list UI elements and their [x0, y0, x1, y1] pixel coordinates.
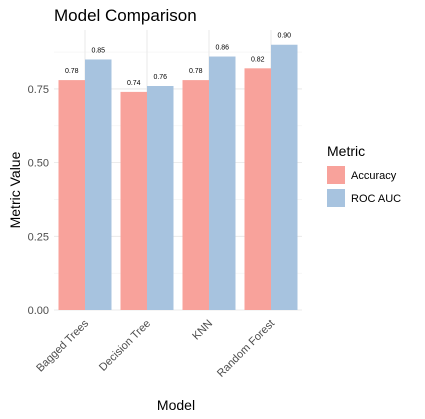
y-axis-ticks: 0.00 0.25 0.50 0.75 [28, 84, 49, 317]
bar-roc-auc-knn [209, 56, 236, 310]
data-label: 0.86 [215, 45, 229, 52]
data-label: 0.90 [277, 33, 291, 40]
y-tick-label: 0.00 [28, 305, 49, 317]
x-tick-label: Random Forest [215, 318, 277, 380]
legend-title: Metric [327, 143, 365, 159]
x-tick-label: Decision Tree [97, 318, 153, 374]
x-axis-title: Model [157, 397, 195, 413]
data-labels: 0.78 0.85 0.74 0.76 0.78 0.86 0.82 0.90 [65, 33, 291, 87]
chart-title: Model Comparison [54, 6, 197, 25]
legend-key-accuracy [327, 166, 345, 184]
legend-key-roc-auc [327, 189, 345, 207]
y-tick-label: 0.25 [28, 231, 49, 243]
bar-accuracy-random-forest [244, 68, 271, 310]
data-label: 0.76 [153, 74, 167, 81]
data-label: 0.85 [91, 47, 105, 54]
data-label: 0.74 [127, 80, 141, 87]
data-label: 0.78 [65, 68, 79, 75]
bar-roc-auc-random-forest [271, 44, 298, 310]
bar-roc-auc-bagged-trees [85, 59, 112, 311]
legend: Metric Accuracy ROC AUC [327, 143, 401, 207]
x-tick-label: KNN [190, 318, 215, 343]
bar-accuracy-decision-tree [120, 91, 147, 310]
bar-accuracy-knn [182, 80, 209, 311]
data-label: 0.78 [189, 68, 203, 75]
bar-accuracy-bagged-trees [58, 80, 85, 311]
bar-roc-auc-decision-tree [147, 86, 174, 310]
legend-label: Accuracy [351, 170, 397, 182]
y-tick-label: 0.75 [28, 84, 49, 96]
y-axis-title: Metric Value [7, 151, 23, 228]
bars [58, 44, 298, 311]
legend-label: ROC AUC [351, 193, 401, 205]
x-tick-label: Bagged Trees [34, 317, 91, 374]
data-label: 0.82 [251, 56, 265, 63]
y-tick-label: 0.50 [28, 158, 49, 170]
x-axis-ticks: Bagged Trees Decision Tree KNN Random Fores… [34, 317, 277, 379]
